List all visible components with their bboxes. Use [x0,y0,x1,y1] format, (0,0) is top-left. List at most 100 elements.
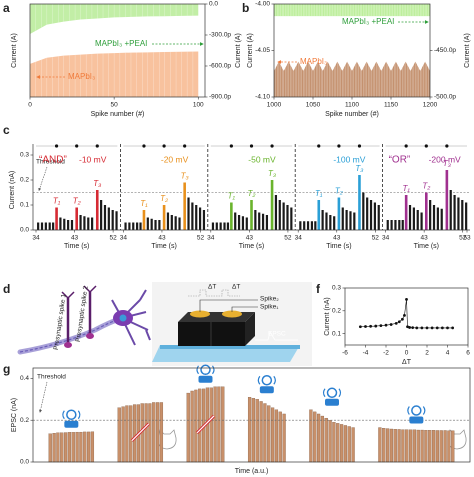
bar [191,202,194,230]
spike-label: T₂ [335,187,343,196]
bar [440,208,443,230]
person-icon [411,405,422,416]
spike-label: T₁ [140,199,148,208]
point [397,320,401,324]
bar [435,430,440,463]
panel-title: -50 mV [248,154,276,164]
spike-label: T₂ [73,197,81,206]
x-axis-label: Time (s) [64,243,89,250]
bar [48,433,52,463]
bar [451,430,455,463]
y-tick-label: 0.2 [20,417,29,424]
bar [132,222,135,230]
spike-bar [183,182,186,230]
bar [274,409,279,463]
bar [107,207,110,230]
bar [187,197,190,230]
spike-bar [270,180,274,230]
person-icon [64,420,79,428]
x-tick-label: 34 [295,235,303,242]
bar [386,220,389,230]
y-tick-label: -900.0p [209,94,231,101]
bar [111,210,114,230]
spike-label: T₁ [402,184,410,193]
bar [408,205,412,230]
point [403,313,406,317]
point [384,323,388,327]
bar [245,217,248,230]
bar [263,403,267,463]
bar [465,202,468,230]
y-tick-label: 0.2 [332,308,341,315]
bar [398,220,401,230]
x-tick-label: 53 [463,235,471,242]
bar [461,200,464,230]
point [420,326,424,330]
point [425,326,429,330]
spike-dot [142,144,146,148]
bar [155,402,160,463]
spike-label: T₃ [443,159,451,168]
person-icon [407,406,426,415]
bar [325,212,328,230]
x-axis-label: Time (s) [239,243,264,250]
bar [209,387,213,463]
spike-bar [75,207,78,230]
bar [405,429,409,463]
spike-dot [424,144,428,148]
y-tick-label: 0.1 [332,330,341,337]
y-tick-label: 0.1 [20,202,29,209]
bar [150,218,153,230]
bar [83,431,87,463]
point [379,324,383,328]
bar [178,217,181,230]
bar [258,212,261,230]
bar [401,220,404,230]
bar [194,389,198,463]
bar [83,216,86,230]
point [374,324,378,328]
legend-label: MAPbI₃ [300,57,327,66]
bar [420,429,424,463]
bar [186,392,190,463]
bar [166,212,170,230]
gate-label: “OR” [389,155,411,166]
neuron-illustration [17,285,151,355]
spike-dot [317,144,321,148]
y-tick-label: -450.0p [434,47,456,54]
bar [132,404,137,463]
panel-label: g [3,362,10,376]
y-tick-label: 0.0 [209,1,218,8]
y-tick-label: -4.05 [255,47,270,54]
bar [303,221,306,230]
bar [144,403,148,463]
x-tick-label: 34 [120,235,128,242]
x-tick-label: 43 [71,235,79,242]
bar [37,222,40,230]
x-tick-label: 1050 [306,102,321,109]
bar [324,417,328,463]
bar [70,220,74,230]
bar [321,210,324,230]
spike-dot [95,144,99,148]
y-tick-label: 0.3 [20,152,29,159]
x-axis-label: Time (a.u.) [235,468,269,475]
x-tick-label: 0 [28,102,32,109]
x-tick-label: -6 [342,350,348,357]
bar [299,221,302,230]
spike-bar [358,175,361,230]
point [415,326,419,330]
bar [152,402,156,463]
plot-frame [344,287,469,346]
point [430,326,434,330]
axis-label: Current (A) [464,33,471,68]
bar [136,222,139,230]
panel-label: d [3,282,10,296]
person-icon [261,374,273,386]
spike-bar [404,195,408,230]
y-tick-label: -600.0p [209,63,231,70]
axis-label: EPSC (nA) [11,398,18,432]
bar [278,411,282,463]
bar [190,390,194,463]
